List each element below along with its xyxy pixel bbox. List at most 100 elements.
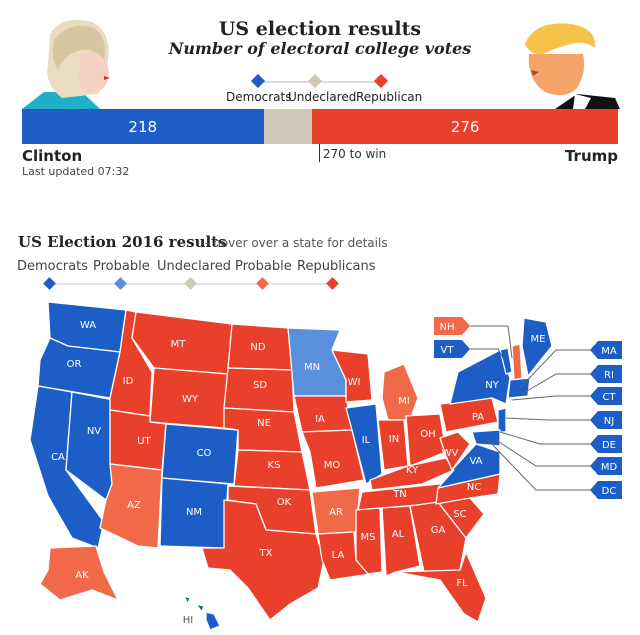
label-CO: CO xyxy=(197,448,212,459)
callout-DC xyxy=(590,481,622,499)
label-NE: NE xyxy=(257,418,271,429)
threshold-line xyxy=(318,144,320,162)
trump-name: Trump xyxy=(564,147,618,165)
callout-DE-label: DE xyxy=(602,440,616,451)
label-WY: WY xyxy=(182,394,199,405)
label-MS: MS xyxy=(361,532,376,543)
callout-DE xyxy=(590,435,622,453)
label-WA: WA xyxy=(80,320,96,331)
label-OR: OR xyxy=(67,359,82,370)
map-legend-probable-rep: Probable xyxy=(235,259,292,274)
last-updated: Last updated 07:32 xyxy=(22,165,130,178)
label-OK: OK xyxy=(277,497,292,508)
label-MT: MT xyxy=(171,339,187,350)
state-AK xyxy=(39,545,119,601)
state-VT xyxy=(499,347,513,375)
callout-MD xyxy=(590,457,622,475)
state-HI xyxy=(183,595,221,631)
label-MI: MI xyxy=(398,396,410,407)
callout-RI xyxy=(590,365,622,383)
map-legend-democrats: Democrats xyxy=(17,259,88,274)
callout-MA-label: MA xyxy=(601,346,617,357)
state-AL xyxy=(381,505,421,577)
label-SC: SC xyxy=(453,509,466,520)
label-GA: GA xyxy=(431,525,446,536)
callout-CT xyxy=(590,387,622,405)
label-AK: AK xyxy=(75,570,89,581)
legend-democrats-label: Democrats xyxy=(226,90,292,104)
label-ME: ME xyxy=(531,334,546,345)
callout-NH xyxy=(434,317,470,335)
label-ND: ND xyxy=(250,342,265,353)
label-LA: LA xyxy=(332,550,345,561)
label-VA: VA xyxy=(469,456,482,467)
trump-portrait xyxy=(525,23,620,109)
state-WI xyxy=(331,349,373,403)
label-SD: SD xyxy=(253,380,267,391)
result-legend: Democrats Undeclared Republican xyxy=(210,74,430,108)
label-IA: IA xyxy=(315,414,325,425)
label-UT: UT xyxy=(137,436,151,447)
label-TN: TN xyxy=(392,489,407,500)
legend-republican-marker xyxy=(373,74,389,89)
label-WI: WI xyxy=(348,377,361,388)
label-NV: NV xyxy=(87,426,101,437)
label-WV: WV xyxy=(442,448,459,459)
callout-VT xyxy=(434,340,470,358)
democrat-votes-label: 218 xyxy=(128,117,158,136)
callout-NJ xyxy=(590,411,622,429)
callout-DC-label: DC xyxy=(602,486,617,497)
label-NM: NM xyxy=(186,507,202,518)
callout-RI-label: RI xyxy=(604,370,614,381)
label-IN: IN xyxy=(389,434,399,445)
map-legend-undeclared: Undeclared xyxy=(157,259,232,274)
label-OH: OH xyxy=(420,429,435,440)
state-WV xyxy=(439,431,471,471)
legend-undeclared-marker xyxy=(307,74,323,89)
state-MI xyxy=(381,363,419,421)
callout-MD-label: MD xyxy=(601,462,618,473)
label-FL: FL xyxy=(456,578,468,589)
label-TX: TX xyxy=(259,548,273,559)
threshold-label: 270 to win xyxy=(322,147,387,161)
callout-MA xyxy=(590,341,622,359)
legend-undeclared-label: Undeclared xyxy=(288,90,357,104)
state-NY xyxy=(449,349,511,405)
label-AR: AR xyxy=(329,507,343,518)
map-section-subtitle: - hover over a state for details xyxy=(205,236,388,250)
label-ID: ID xyxy=(123,376,134,387)
state-IN xyxy=(377,419,409,471)
state-NH xyxy=(511,343,523,381)
label-AL: AL xyxy=(392,529,405,540)
state-TX xyxy=(201,499,325,621)
map-legend-republicans: Republicans xyxy=(297,259,376,274)
label-MN: MN xyxy=(304,362,320,373)
label-CA: CA xyxy=(51,452,65,463)
label-MO: MO xyxy=(324,460,341,471)
state-ME xyxy=(521,317,553,377)
state-MS xyxy=(355,507,383,575)
state-MD-DE xyxy=(471,429,501,447)
label-KY: KY xyxy=(406,465,419,476)
legend-republican-label: Republican xyxy=(356,90,423,104)
page-subtitle: Number of electoral college votes xyxy=(168,39,472,58)
map-legend-probable-dem: Probable xyxy=(93,259,150,274)
callout-NJ-label: NJ xyxy=(604,416,614,427)
state-PA xyxy=(439,397,499,433)
democrat-bar: 218 xyxy=(22,109,264,144)
republican-votes-label: 276 xyxy=(450,117,480,136)
label-IL: IL xyxy=(362,435,371,446)
label-NY: NY xyxy=(485,380,499,391)
map-legend-markers xyxy=(43,277,339,290)
state-MO xyxy=(301,429,365,489)
label-KS: KS xyxy=(268,460,281,471)
label-HI: HI xyxy=(183,615,193,626)
undeclared-bar xyxy=(263,109,313,144)
state-NJ xyxy=(497,407,507,433)
callout-VT-label: VT xyxy=(441,345,455,356)
clinton-portrait xyxy=(22,19,110,109)
label-PA: PA xyxy=(472,412,484,423)
label-AZ: AZ xyxy=(127,500,141,511)
map-section-title: US Election 2016 results xyxy=(18,233,227,251)
republican-bar: 276 xyxy=(312,109,618,144)
